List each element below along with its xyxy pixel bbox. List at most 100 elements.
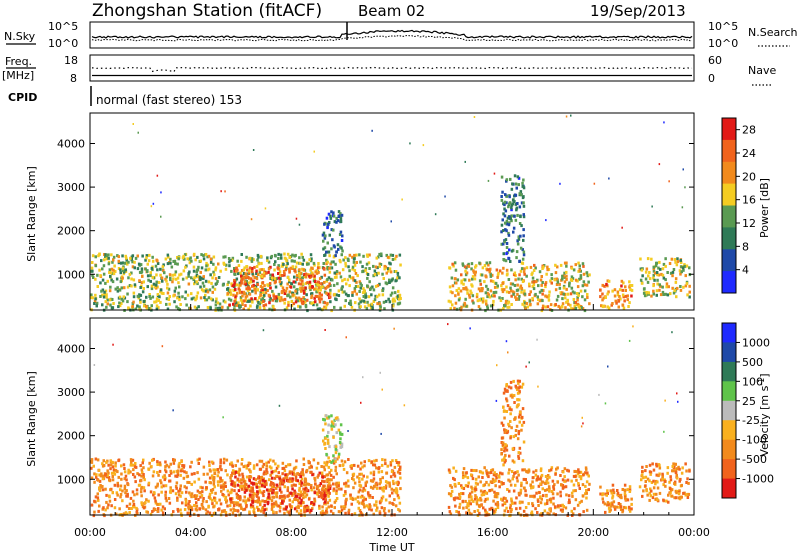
power-echo-point — [506, 301, 510, 305]
velocity-echo-point — [371, 479, 375, 483]
velocity-echo-point — [649, 494, 653, 498]
velocity-echo-point — [467, 502, 470, 506]
velocity-echo-point — [164, 460, 167, 464]
power-echo-point — [328, 266, 331, 270]
velocity-echo-point — [564, 485, 568, 489]
power-echo-point — [561, 274, 564, 278]
power-echo-point — [258, 296, 261, 300]
velocity-echo-point — [299, 501, 303, 505]
velocity-echo-point — [516, 391, 520, 395]
velocity-echo-point — [545, 502, 549, 505]
velocity-echo-point — [164, 496, 168, 500]
power-echo-point — [544, 281, 548, 285]
velocity-echo-point — [169, 462, 172, 466]
velocity-echo-point — [262, 472, 266, 476]
power-echo-point — [652, 273, 655, 277]
velocity-echo-point — [509, 420, 512, 423]
velocity-echo-point — [522, 509, 526, 513]
power-echo-point — [339, 214, 342, 218]
power-echo-point — [682, 285, 685, 289]
power-echo-point — [329, 266, 332, 270]
velocity-echo-point — [359, 467, 362, 471]
velocity-echo-point — [559, 490, 562, 494]
power-echo-point — [550, 277, 554, 281]
velocity-echo-point — [132, 468, 135, 472]
velocity-echo-point — [465, 511, 468, 515]
power-colorbar-segment — [722, 249, 736, 272]
power-echo-point — [578, 277, 581, 281]
power-echo-point — [289, 295, 292, 299]
power-echo-point — [463, 278, 467, 282]
power-echo-point — [337, 210, 341, 214]
power-echo-point — [322, 247, 325, 251]
velocity-echo-point — [169, 490, 172, 494]
velocity-echo-point — [315, 466, 319, 470]
power-echo-point — [353, 269, 357, 272]
power-echo-point — [525, 266, 529, 270]
velocity-echo-point — [144, 501, 147, 505]
power-echo-point — [544, 285, 547, 289]
velocity-echo-point — [295, 505, 298, 509]
velocity-colorbar-label: Velocity [m s-1] — [757, 373, 771, 456]
power-echo-point — [554, 288, 558, 292]
power-echo-point — [562, 292, 565, 296]
power-echo-point — [149, 296, 152, 300]
power-echo-point — [523, 301, 527, 305]
power-echo-point — [229, 298, 233, 302]
power-echo-point — [508, 215, 511, 219]
power-echo-point — [255, 269, 258, 273]
velocity-echo-point — [397, 508, 400, 511]
power-echo-point — [224, 190, 226, 193]
velocity-echo-point — [184, 503, 188, 507]
power-echo-point — [304, 281, 308, 285]
power-colorbar-segment — [722, 205, 736, 228]
velocity-echo-point — [176, 496, 179, 500]
velocity-echo-point — [281, 500, 284, 504]
velocity-echo-point — [120, 477, 123, 481]
velocity-echo-point — [389, 463, 393, 467]
power-colorbar-tick-label-3: 16 — [742, 194, 756, 207]
velocity-echo-point — [251, 486, 254, 490]
velocity-echo-point — [516, 470, 519, 474]
velocity-echo-point — [220, 479, 223, 483]
power-echo-point — [286, 282, 289, 286]
power-echo-point — [313, 276, 316, 280]
power-echo-point — [382, 277, 385, 280]
velocity-echo-point — [299, 494, 302, 498]
velocity-echo-point — [380, 470, 384, 474]
velocity-echo-point — [340, 432, 344, 436]
power-echo-point — [570, 286, 574, 290]
power-echo-point — [650, 294, 653, 298]
power-echo-point — [602, 296, 605, 300]
velocity-echo-point — [336, 416, 339, 420]
power-echo-point — [165, 297, 169, 301]
velocity-colorbar-segment — [722, 342, 736, 363]
power-echo-point — [504, 299, 508, 303]
velocity-echo-point — [587, 474, 590, 478]
power-echo-point — [295, 291, 299, 295]
velocity-echo-point — [514, 501, 517, 505]
power-echo-point — [522, 215, 526, 219]
power-echo-point — [447, 299, 451, 303]
velocity-echo-point — [547, 485, 551, 489]
velocity-echo-point — [356, 495, 360, 499]
power-echo-point — [169, 257, 172, 261]
power-echo-point — [226, 287, 229, 291]
velocity-echo-point — [539, 477, 542, 481]
power-echo-point — [364, 292, 367, 296]
power-echo-point — [563, 271, 566, 275]
velocity-echo-point — [163, 507, 166, 511]
velocity-echo-point — [362, 486, 365, 490]
velocity-echo-point — [209, 481, 213, 485]
power-echo-point — [131, 265, 135, 269]
velocity-echo-point — [109, 459, 112, 463]
velocity-echo-point — [522, 420, 526, 424]
power-echo-point — [106, 302, 109, 306]
velocity-echo-point — [297, 504, 300, 508]
velocity-echo-point — [128, 511, 131, 514]
power-echo-point — [214, 307, 218, 311]
velocity-echo-point — [655, 492, 658, 496]
velocity-echo-point — [344, 502, 347, 506]
velocity-echo-point — [628, 507, 631, 511]
